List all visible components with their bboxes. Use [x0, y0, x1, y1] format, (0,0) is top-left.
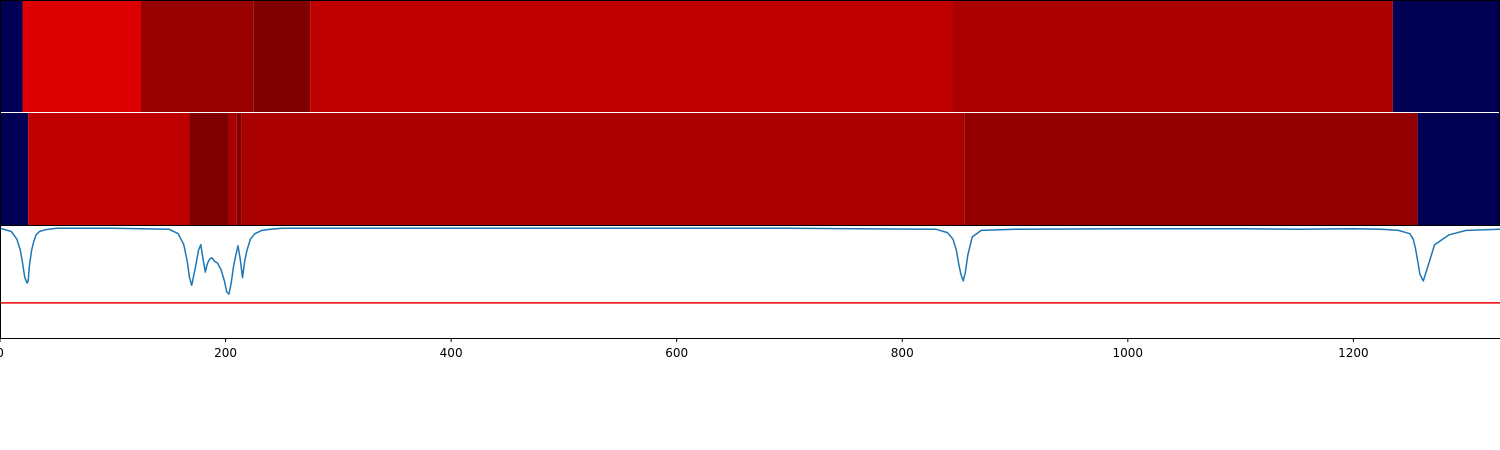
line-plot-background [0, 226, 1500, 338]
x-tick-label: 800 [891, 346, 914, 360]
signal-line [0, 227, 1500, 295]
heatmap-segment [310, 0, 954, 112]
heatmap-segment [0, 0, 23, 112]
heatmap-track-1 [0, 0, 1500, 112]
x-tick-label: 600 [665, 346, 688, 360]
x-tick-label: 200 [214, 346, 237, 360]
heatmap-segment [1392, 0, 1500, 112]
heatmap-segment [241, 113, 965, 225]
heatmap-segment [236, 113, 242, 225]
x-tick-label: 0 [0, 346, 4, 360]
heatmap-segment [28, 113, 190, 225]
x-tick-label: 1200 [1338, 346, 1369, 360]
heatmap-segment [953, 0, 1393, 112]
heatmap-segment [189, 113, 229, 225]
x-axis: 0 200 400 600 800 1000 1200 [0, 338, 1500, 360]
heatmap-track-2 [0, 0, 1500, 226]
heatmap-segment [228, 113, 237, 225]
heatmap-segment [253, 0, 311, 112]
heatmap-segment [140, 0, 254, 112]
line-plot-panel [0, 226, 1500, 338]
heatmap-segment [22, 0, 141, 112]
x-tick-label: 1000 [1113, 346, 1144, 360]
heatmap-segment [1417, 113, 1500, 225]
x-tick-label: 400 [440, 346, 463, 360]
heatmap-segment [0, 113, 29, 225]
heatmap-segment [964, 113, 1418, 225]
